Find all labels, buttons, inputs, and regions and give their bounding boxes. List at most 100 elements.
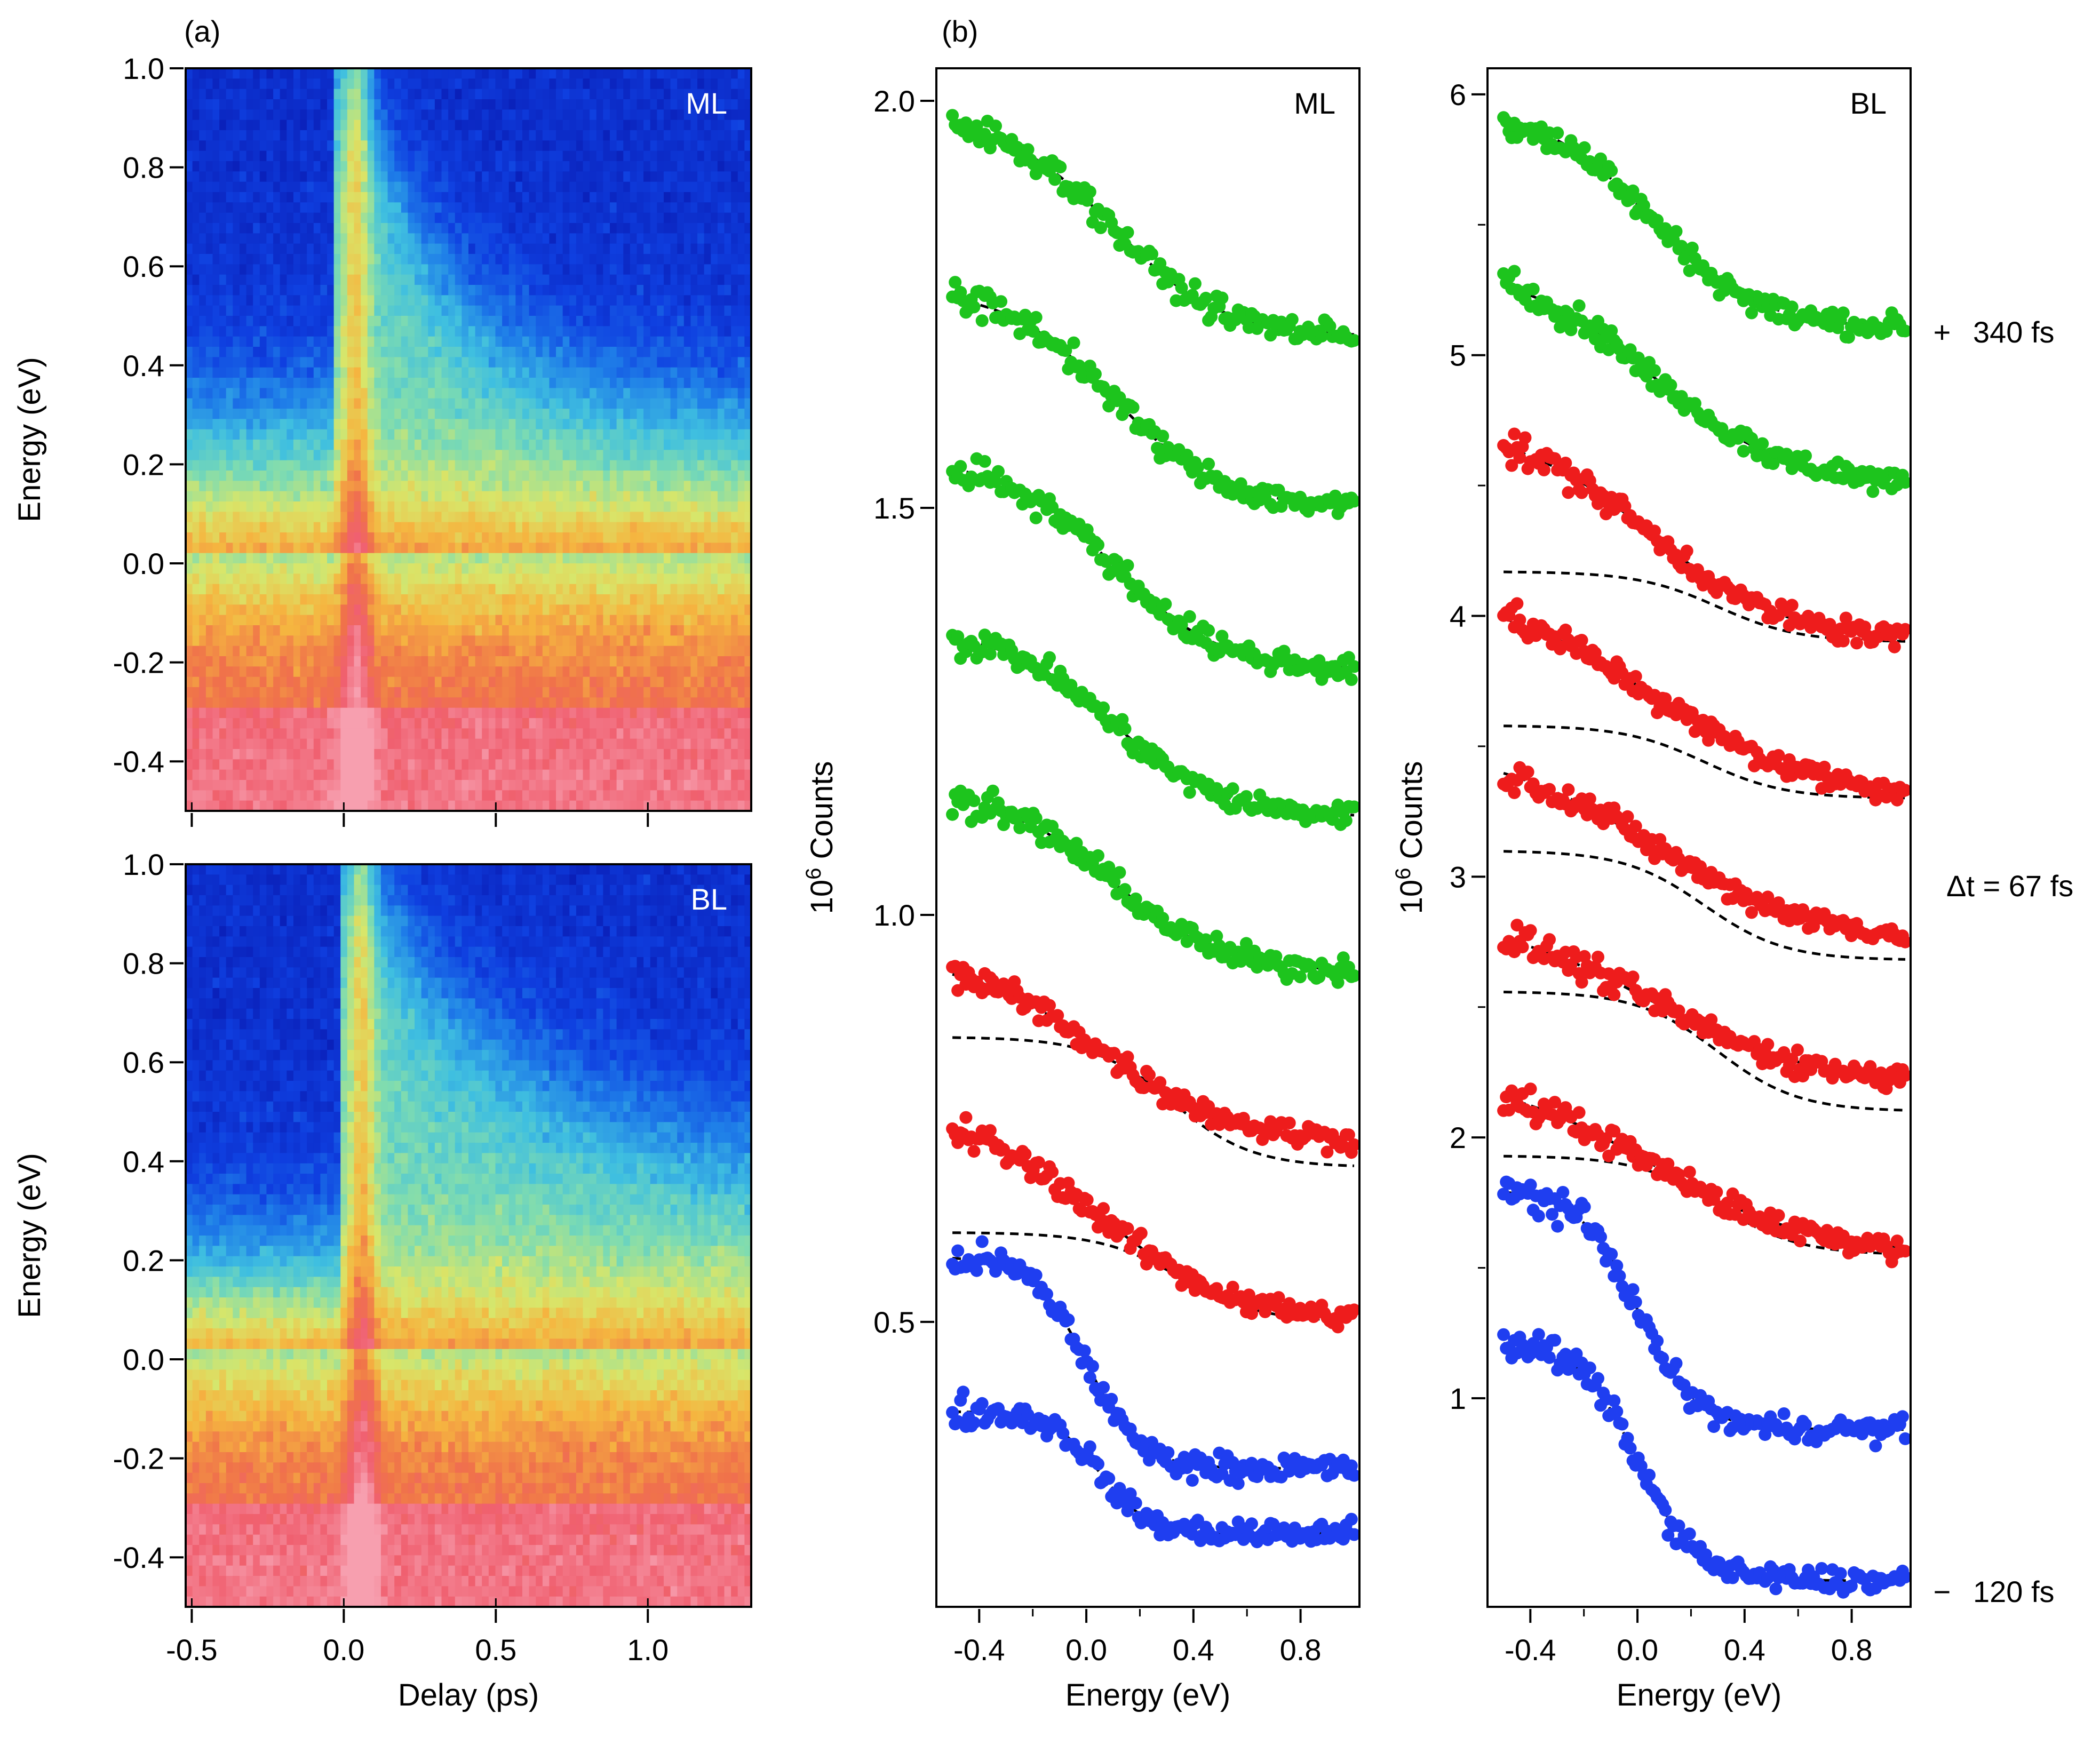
heatmap-cell	[455, 192, 462, 203]
heatmap-cell	[508, 491, 516, 502]
heatmap-cell	[569, 800, 577, 811]
heatmap-cell	[448, 666, 456, 678]
heatmap-cell	[219, 285, 227, 296]
heatmap-cell	[515, 749, 523, 760]
heatmap-cell	[576, 150, 584, 162]
heatmap-cell	[455, 656, 462, 667]
heatmap-cell	[603, 563, 610, 574]
heatmap-cell	[434, 759, 442, 770]
heatmap-cell	[515, 419, 523, 430]
heatmap-cell	[576, 471, 584, 481]
heatmap-cell	[361, 769, 368, 780]
heatmap-cell	[186, 491, 193, 502]
heatmap-cell	[340, 109, 348, 121]
heatmap-cell	[549, 759, 556, 770]
heatmap-cell	[293, 388, 301, 399]
heatmap-cell	[421, 161, 428, 172]
heatmap-cell	[421, 656, 428, 667]
heatmap-cell	[590, 780, 597, 791]
heatmap-cell	[347, 409, 355, 419]
heatmap-cell	[643, 336, 651, 347]
heatmap-cell	[239, 738, 247, 750]
heatmap-cell	[623, 316, 631, 326]
heatmap-cell	[488, 192, 496, 203]
heatmap-cell	[380, 264, 388, 275]
heatmap-cell	[637, 409, 644, 419]
heatmap-cell	[616, 357, 624, 368]
heatmap-cell	[361, 532, 368, 543]
heatmap-cell	[441, 243, 449, 254]
heatmap-cell	[293, 233, 301, 244]
heatmap-cell	[380, 800, 388, 811]
heatmap-cell	[455, 89, 462, 100]
heatmap-cell	[300, 398, 307, 409]
heatmap-cell	[630, 553, 638, 564]
heatmap-cell	[253, 440, 260, 450]
heatmap-cell	[569, 522, 577, 533]
heatmap-cell	[367, 481, 375, 492]
heatmap-cell	[643, 687, 651, 698]
heatmap-cell	[273, 512, 281, 523]
heatmap-cell	[434, 697, 442, 708]
heatmap-cell	[482, 635, 489, 647]
heatmap-cell	[482, 532, 489, 543]
heatmap-cell	[387, 440, 395, 450]
heatmap-cell	[610, 501, 617, 512]
heatmap-cell	[576, 223, 584, 234]
heatmap-cell	[226, 769, 233, 780]
heatmap-cell	[340, 573, 348, 585]
heatmap-cell	[212, 759, 220, 770]
heatmap-cell	[522, 109, 530, 121]
heatmap-cell	[643, 471, 651, 481]
heatmap-cell	[300, 512, 307, 523]
heatmap-cell	[475, 336, 482, 347]
heatmap-cell	[239, 409, 247, 419]
heatmap-cell	[192, 666, 200, 678]
heatmap-cell	[522, 553, 530, 564]
heatmap-cell	[441, 728, 449, 739]
heatmap-cell	[630, 89, 638, 100]
heatmap-cell	[380, 676, 388, 688]
heatmap-cell	[300, 501, 307, 512]
heatmap-cell	[186, 759, 193, 770]
heatmap-cell	[488, 109, 496, 121]
heatmap-cell	[562, 769, 570, 780]
heatmap-cell	[549, 419, 556, 430]
heatmap-cell	[455, 573, 462, 585]
heatmap-cell	[623, 68, 631, 79]
heatmap-cell	[320, 604, 328, 616]
heatmap-cell	[623, 243, 631, 254]
heatmap-cell	[307, 398, 314, 409]
heatmap-cell	[415, 398, 422, 409]
heatmap-cell	[307, 264, 314, 275]
heatmap-cell	[434, 584, 442, 595]
heatmap-cell	[367, 378, 375, 388]
heatmap-cell	[246, 471, 253, 481]
heatmap-cell	[549, 676, 556, 688]
heatmap-cell	[293, 522, 301, 533]
heatmap-cell	[387, 666, 395, 678]
heatmap-cell	[522, 676, 530, 688]
heatmap-cell	[300, 274, 307, 285]
heatmap-cell	[259, 161, 267, 172]
heatmap-cell	[616, 140, 624, 152]
heatmap-cell	[205, 140, 213, 152]
heatmap-cell	[421, 140, 428, 152]
heatmap-cell	[590, 501, 597, 512]
heatmap-cell	[192, 780, 200, 791]
heatmap-cell	[569, 119, 577, 131]
heatmap-cell	[307, 130, 314, 141]
heatmap-cell	[401, 450, 409, 461]
heatmap-cell	[287, 264, 294, 275]
heatmap-cell	[192, 264, 200, 275]
heatmap-cell	[340, 119, 348, 131]
heatmap-cell	[428, 202, 435, 213]
heatmap-cell	[448, 336, 456, 347]
heatmap-cell	[590, 450, 597, 461]
heatmap-cell	[468, 543, 476, 554]
heatmap-cell	[616, 316, 624, 326]
heatmap-cell	[340, 656, 348, 667]
heatmap-cell	[354, 687, 361, 698]
heatmap-cell	[293, 161, 301, 172]
heatmap-cell	[394, 429, 402, 440]
